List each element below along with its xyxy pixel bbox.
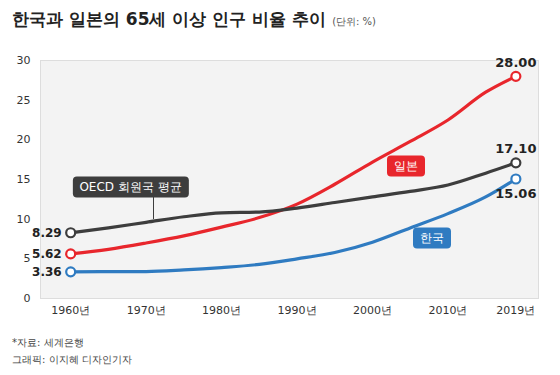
svg-text:8.29: 8.29	[32, 226, 62, 240]
svg-text:1960년: 1960년	[51, 304, 90, 317]
svg-text:25: 25	[17, 94, 31, 107]
svg-text:30: 30	[17, 54, 31, 67]
svg-text:15: 15	[17, 173, 31, 186]
svg-text:17.10: 17.10	[495, 141, 536, 156]
svg-text:1990년: 1990년	[278, 304, 317, 317]
html-text:일본: 일본	[394, 158, 418, 173]
svg-text:3.36: 3.36	[32, 265, 62, 279]
svg-text:5.62: 5.62	[32, 247, 62, 261]
svg-text:5: 5	[24, 252, 31, 265]
svg-text:1980년: 1980년	[202, 304, 241, 317]
html-text:그래픽: 이지혜 디자인기자: 그래픽: 이지혜 디자인기자	[12, 354, 132, 365]
html-text:한국과 일본의 65세 이상 인구 비율 추이 (단위: %: 한국과 일본의 65세 이상 인구 비율 추이 (단위: %)	[12, 9, 376, 29]
html-text:한국: 한국	[420, 230, 445, 245]
svg-text:0: 0	[24, 292, 31, 305]
svg-text:1970년: 1970년	[127, 304, 166, 317]
html-text:*자료: 세계은행: *자료: 세계은행	[12, 337, 84, 348]
svg-text:2000년: 2000년	[353, 304, 392, 317]
html-text:OECD 회원국 평균: OECD 회원국 평균	[79, 179, 182, 194]
svg-text:15.06: 15.06	[495, 186, 536, 201]
svg-text:2010년: 2010년	[428, 304, 467, 317]
svg-text:2019년: 2019년	[496, 304, 535, 317]
svg-text:20: 20	[17, 133, 31, 146]
svg-text:28.00: 28.00	[495, 55, 536, 70]
svg-text:10: 10	[17, 213, 31, 226]
